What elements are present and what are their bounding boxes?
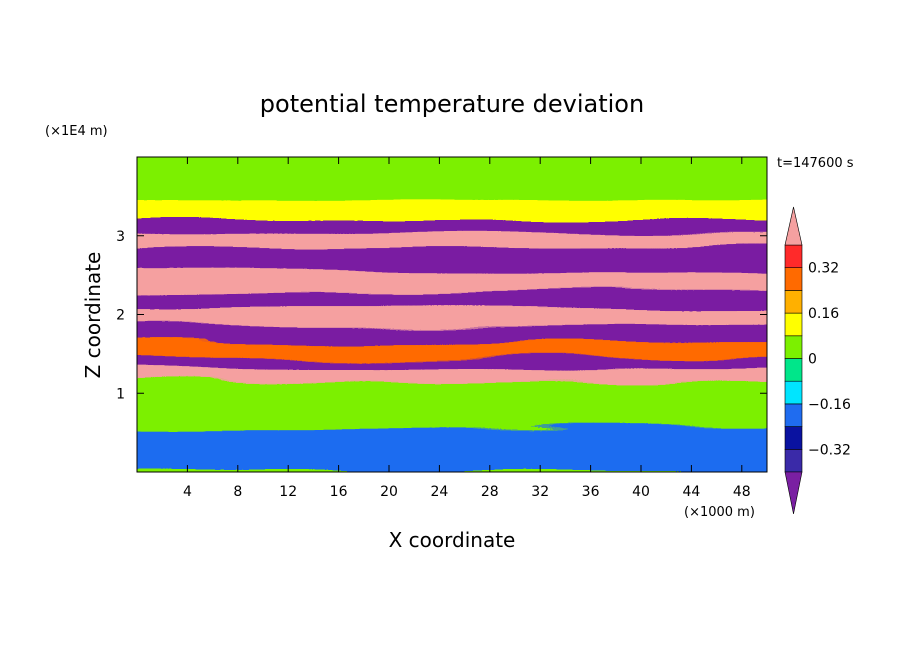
time-label: t=147600 s (777, 156, 854, 171)
contour-layers (137, 164, 767, 472)
x-axis-title: X coordinate (389, 528, 516, 552)
colorbar-swatch (784, 312, 803, 337)
colorbar-swatch (784, 448, 803, 473)
contour-layer-9 (137, 342, 767, 359)
x-tick-label: 20 (380, 484, 398, 500)
colorbar-tick-label: 0.32 (808, 261, 839, 277)
plot-area (137, 157, 767, 472)
y-axis-title: Z coordinate (81, 252, 105, 379)
colorbar-swatch (784, 267, 803, 291)
y-axis: 1 2 3 (116, 229, 767, 402)
x-tick-label: 44 (682, 484, 700, 500)
contour-layer-2 (137, 220, 767, 233)
colorbar-swatch (784, 244, 803, 269)
chart-title: potential temperature deviation (260, 90, 644, 118)
x-tick-label: 16 (330, 484, 348, 500)
contour-layer-6 (137, 290, 767, 312)
colorbar-tick-label: −0.16 (808, 397, 851, 413)
x-tick-label: 12 (279, 484, 297, 500)
contour-layer-3 (137, 231, 767, 249)
x-unit-label: (×1000 m) (684, 505, 755, 520)
x-tick-label: 36 (582, 484, 600, 500)
contour-layer-0 (137, 164, 767, 202)
colorbar-tick-label: −0.32 (808, 442, 851, 458)
x-tick-label: 48 (733, 484, 751, 500)
colorbar-swatch (784, 335, 803, 359)
colorbar-extend-top (784, 206, 803, 246)
colorbar-swatch (784, 358, 803, 382)
y-unit-label: (×1E4 m) (45, 124, 108, 139)
x-tick-label: 24 (430, 484, 448, 500)
contour-layer-8 (137, 326, 767, 344)
contour-layer-10 (137, 357, 767, 371)
x-tick-label: 40 (632, 484, 650, 500)
y-tick-label: 1 (116, 386, 125, 402)
contour-layer-5 (137, 271, 767, 292)
colorbar-swatch (784, 290, 803, 314)
contour-layer-7 (137, 310, 767, 328)
x-tick-label: 28 (481, 484, 499, 500)
colorbar-swatch (784, 426, 803, 450)
contour-layer-13 (137, 428, 767, 472)
colorbar-swatch (784, 403, 803, 427)
y-tick-label: 2 (116, 308, 125, 324)
contour-layer-11 (137, 369, 767, 383)
colorbar-tick-label: 0.16 (808, 306, 839, 322)
x-tick-label: 8 (233, 484, 242, 500)
contour-layer-1 (137, 200, 767, 221)
colorbar-tick-label: 0 (808, 352, 817, 368)
x-tick-label: 32 (531, 484, 549, 500)
x-tick-label: 4 (183, 484, 192, 500)
x-axis: 4 8 12 16 20 24 28 32 36 40 44 48 (183, 157, 751, 500)
contour-layer-12 (137, 381, 767, 430)
contour-layer-4 (137, 247, 767, 273)
colorbar-swatch (784, 380, 803, 405)
y-tick-label: 3 (116, 229, 125, 245)
colorbar-extend-bottom (784, 471, 803, 515)
colorbar: 0.32 0.16 0 −0.16 −0.32 (784, 206, 851, 515)
